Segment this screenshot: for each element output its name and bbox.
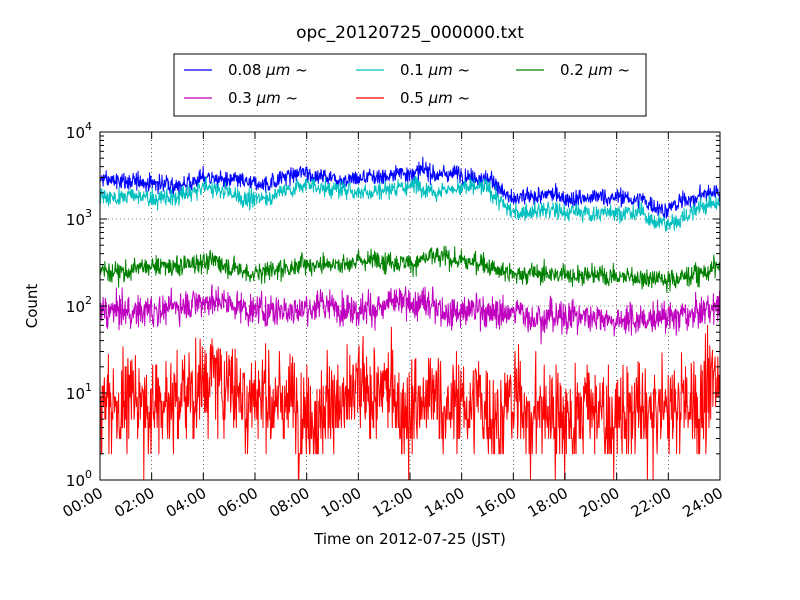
x-tick-labels: 00:00 02:00 04:00 06:00 08:00 10:00 12:00 14:00… [60,484,726,521]
legend-label: 0.3 μm ~ [228,89,298,107]
legend-suffix: ~ [281,89,298,107]
y-tick-label: 104 [66,120,92,142]
x-tick-label: 20:00 [576,484,622,521]
legend-size: 0.1 [400,61,429,79]
legend-size: 0.5 [400,89,429,107]
x-tick-label: 12:00 [370,484,416,521]
legend: 0.08 μm ~0.1 μm ~0.2 μm ~0.3 μm ~0.5 μm … [173,53,647,117]
series-line-2 [100,175,720,232]
x-tick-label: 08:00 [266,484,312,521]
legend-label: 0.2 μm ~ [560,61,630,79]
legend-suffix: ~ [453,61,470,79]
x-tick-label: 16:00 [473,484,519,521]
legend-size: 0.2 [560,61,589,79]
y-tick-base: 10 [66,211,85,229]
chart-title: opc_20120725_000000.txt [296,23,524,43]
y-axis-label: Count [23,284,41,329]
y-tick-base: 10 [66,298,85,316]
legend-suffix: ~ [453,89,470,107]
x-tick-label: 10:00 [318,484,364,521]
series-layer [100,156,720,480]
legend-label: 0.1 μm ~ [400,61,470,79]
legend-size: 0.3 [228,89,257,107]
x-tick-label: 14:00 [421,484,467,521]
x-tick-label: 24:00 [680,484,726,521]
legend-suffix: ~ [613,61,630,79]
y-tick-exponent: 4 [85,120,92,133]
y-tick-label: 103 [66,207,92,229]
series-line-5 [100,324,720,480]
legend-unit: μm [265,61,290,79]
y-tick-label: 101 [66,381,92,403]
legend-unit: μm [256,89,281,107]
y-tick-exponent: 2 [85,294,92,307]
x-axis-label: Time on 2012-07-25 (JST) [313,530,506,548]
x-tick-label: 04:00 [163,484,209,521]
legend-label: 0.08 μm ~ [228,61,308,79]
legend-label: 0.5 μm ~ [400,89,470,107]
legend-frame [173,53,647,117]
series-line-4 [100,284,720,345]
y-tick-label: 100 [66,468,92,490]
x-tick-label: 22:00 [628,484,674,521]
x-tick-label: 18:00 [525,484,571,521]
series-line-1 [100,156,720,219]
y-tick-base: 10 [66,385,85,403]
y-tick-label: 102 [66,294,92,316]
legend-size: 0.08 [228,61,266,79]
legend-unit: μm [428,89,453,107]
axis-ticks [99,131,721,481]
legend-unit: μm [588,61,613,79]
y-tick-base: 10 [66,124,85,142]
legend-unit: μm [428,61,453,79]
y-tick-exponent: 3 [85,207,92,220]
y-tick-exponent: 0 [85,468,92,481]
x-tick-label: 06:00 [215,484,261,521]
y-tick-exponent: 1 [85,381,92,394]
series-line-3 [100,245,720,293]
y-tick-base: 10 [66,472,85,490]
x-tick-label: 02:00 [111,484,157,521]
legend-suffix: ~ [290,61,307,79]
